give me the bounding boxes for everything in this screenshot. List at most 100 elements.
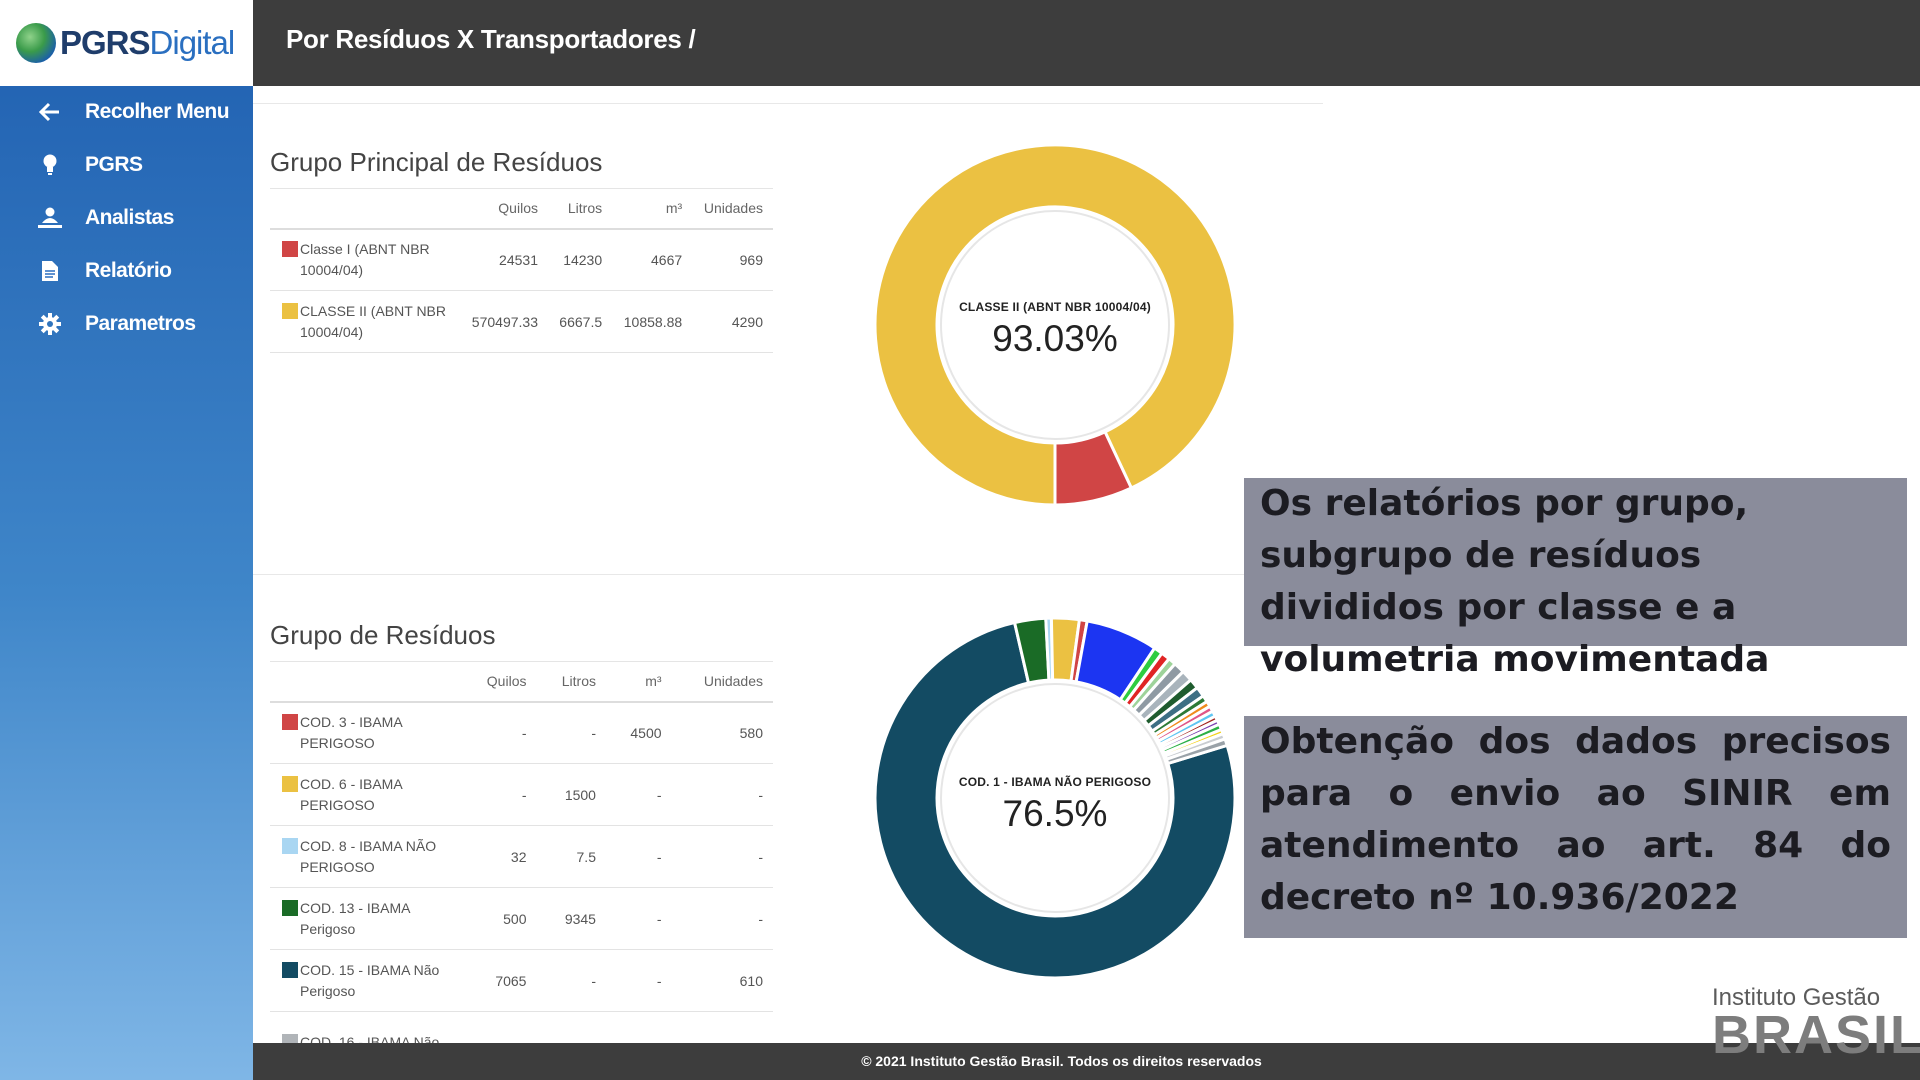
table-row[interactable]: COD. 3 - IBAMA PERIGOSO - -4500 580 (270, 701, 773, 764)
cell-quilos: 570497.33 (460, 290, 548, 353)
donut-slice[interactable] (1053, 429, 1134, 507)
callout-relatorios: Os relatórios por grupo, subgrupo de res… (1244, 478, 1907, 680)
row-label: COD. 16 - IBAMA Não (300, 1034, 440, 1043)
row-label: Classe I (ABNT NBR 10004/04) (300, 240, 430, 278)
brand-watermark: Instituto Gestão BRASIL (1712, 984, 1920, 1065)
cell-unidades: 969 (692, 228, 773, 291)
sidebar-item-parametros[interactable]: Parametros (0, 304, 253, 344)
footer: © 2021 Instituto Gestão Brasil. Todos os… (253, 1043, 1920, 1080)
legend-swatch (282, 899, 298, 916)
row-label-cell: COD. 15 - IBAMA Não Perigoso (270, 949, 460, 1012)
donut-chart-grupo-residuos[interactable]: COD. 1 - IBAMA NÃO PERIGOSO 76.5% (860, 603, 1250, 993)
table-row[interactable]: Classe I (ABNT NBR 10004/04) 24531 14230 46… (270, 228, 773, 291)
cell-litros: 6667.5 (547, 290, 613, 353)
cell-quilos: - (460, 763, 537, 826)
donut-center-label: COD. 1 - IBAMA NÃO PERIGOSO 76.5% (920, 775, 1190, 835)
row-label-cell: CLASSE II (ABNT NBR 10004/04) (270, 290, 460, 353)
row-label-cell: COD. 8 - IBAMA NÃO PERIGOSO (270, 825, 460, 888)
cell-m3 (605, 1011, 672, 1043)
cell-quilos: 24531 (460, 228, 548, 291)
section-title-grupo-residuos: Grupo de Resíduos (270, 620, 496, 650)
cell-m3: - (605, 825, 672, 888)
sidebar-item-recolher-menu[interactable]: Recolher Menu (0, 92, 253, 132)
table-row[interactable]: COD. 15 - IBAMA Não Perigoso 7065- -610 (270, 949, 773, 1012)
column-header-unidades: Unidades (671, 661, 773, 703)
column-header-m3: m³ (612, 188, 693, 230)
table-grupo-residuos: Quilos Litros m³ Unidades COD. 3 - IBAMA… (270, 661, 773, 1043)
arrow-left-icon (30, 102, 70, 122)
gear-icon (30, 313, 70, 335)
donut-chart-svg (873, 616, 1237, 980)
table-row[interactable]: COD. 6 - IBAMA PERIGOSO -1500- - (270, 763, 773, 826)
brand-top-text: Instituto Gestão (1712, 984, 1881, 1011)
cell-m3: 4500 (605, 701, 672, 764)
legend-swatch (282, 240, 298, 257)
callout-sinir: Obtenção dos dados precisos para o envio… (1244, 716, 1907, 938)
column-header-litros: Litros (536, 661, 606, 703)
page-title: Por Resíduos X Transportadores / (286, 24, 696, 54)
table-grupo-principal: Quilos Litros m³ Unidades Classe I (ABNT… (270, 188, 773, 353)
row-label: COD. 13 - IBAMA Perigoso (300, 899, 410, 937)
legend-swatch (282, 713, 298, 730)
cell-litros (536, 1011, 606, 1043)
cell-unidades: - (671, 763, 773, 826)
row-label-cell: COD. 13 - IBAMA Perigoso (270, 887, 460, 950)
sidebar-item-label: Relatório (85, 259, 172, 282)
donut-center-caption: COD. 1 - IBAMA NÃO PERIGOSO (958, 775, 1152, 789)
callout-text: Obtenção dos dados precisos para o envio… (1260, 721, 1891, 918)
donut-center-label: CLASSE II (ABNT NBR 10004/04) 93.03% (920, 300, 1190, 360)
users-icon (30, 207, 70, 229)
legend-swatch (282, 961, 298, 978)
donut-slice[interactable] (873, 620, 1237, 980)
table-row[interactable]: COD. 8 - IBAMA NÃO PERIGOSO 32 7.5- - (270, 825, 773, 888)
row-label-cell: COD. 3 - IBAMA PERIGOSO (270, 701, 460, 764)
cell-unidades: - (671, 887, 773, 950)
donut-center-percent: 76.5% (1002, 793, 1108, 834)
sidebar-item-analistas[interactable]: Analistas (0, 198, 253, 238)
legend-swatch (282, 302, 298, 319)
donut-inner-ring (940, 683, 1170, 913)
table-header-row: Quilos Litros m³ Unidades (270, 188, 773, 230)
legend-swatch (282, 775, 298, 792)
donut-chart-grupo-principal[interactable]: CLASSE II (ABNT NBR 10004/04) 93.03% (860, 130, 1250, 520)
document-icon (30, 260, 70, 282)
cell-unidades: 610 (671, 949, 773, 1012)
row-label-cell: COD. 16 - IBAMA Não (270, 1011, 460, 1043)
cell-m3: 4667 (612, 228, 693, 291)
column-header-unidades: Unidades (692, 188, 773, 230)
table-row[interactable]: COD. 13 - IBAMA Perigoso 500 9345- - (270, 887, 773, 950)
cell-litros: - (536, 949, 606, 1012)
table-row[interactable]: COD. 16 - IBAMA Não (270, 1011, 773, 1043)
column-header (270, 661, 460, 703)
divider (253, 103, 1323, 104)
column-header-quilos: Quilos (460, 188, 548, 230)
sidebar: PGRSDigital Recolher Menu PGRS Analistas… (0, 0, 253, 1080)
cell-litros: 9345 (536, 887, 606, 950)
donut-slice[interactable] (873, 143, 1237, 507)
sidebar-item-pgrs[interactable]: PGRS (0, 145, 253, 185)
cell-quilos: 7065 (460, 949, 537, 1012)
donut-inner-ring (940, 210, 1170, 440)
donut-center-percent: 93.03% (992, 318, 1118, 359)
row-label: COD. 15 - IBAMA Não Perigoso (300, 961, 440, 999)
cell-m3: - (605, 949, 672, 1012)
donut-slice[interactable] (1164, 737, 1230, 766)
table-scroll-area[interactable]: Quilos Litros m³ Unidades COD. 3 - IBAMA… (270, 661, 773, 1043)
cell-m3: - (605, 763, 672, 826)
legend-swatch (282, 837, 298, 854)
brand-main-text: BRASIL (1712, 1005, 1920, 1065)
column-header-quilos: Quilos (460, 661, 537, 703)
row-label-cell: Classe I (ABNT NBR 10004/04) (270, 228, 460, 291)
header-bar: Por Resíduos X Transportadores / (253, 0, 1920, 86)
donut-center-caption: CLASSE II (ABNT NBR 10004/04) (959, 300, 1151, 314)
row-label: COD. 8 - IBAMA NÃO PERIGOSO (300, 837, 437, 875)
table-row[interactable]: CLASSE II (ABNT NBR 10004/04) 570497.33 66… (270, 290, 773, 353)
column-header-litros: Litros (547, 188, 613, 230)
logo[interactable]: PGRSDigital (0, 0, 253, 86)
row-label: COD. 3 - IBAMA PERIGOSO (300, 713, 402, 751)
sidebar-item-relatorio[interactable]: Relatório (0, 251, 253, 291)
row-label: CLASSE II (ABNT NBR 10004/04) (300, 302, 447, 340)
cell-unidades: 580 (671, 701, 773, 764)
lightbulb-icon (30, 154, 70, 176)
section-title-grupo-principal: Grupo Principal de Resíduos (270, 147, 603, 177)
